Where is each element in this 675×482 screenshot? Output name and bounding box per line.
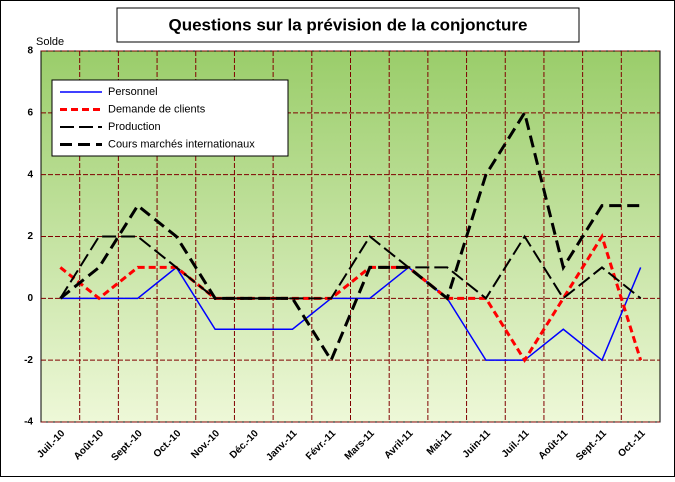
chart-title: Questions sur la prévision de la conjonc…	[169, 15, 528, 34]
series-line	[60, 266, 642, 362]
y-tick-label: -4	[24, 417, 33, 428]
title-box	[116, 7, 580, 43]
y-tick-label: 4	[27, 169, 33, 180]
legend-label: Production	[108, 121, 161, 133]
series-line	[59, 232, 643, 363]
series-line	[59, 234, 642, 300]
y-tick-label: 0	[27, 293, 33, 304]
legend-label: Personnel	[108, 86, 158, 98]
series-line	[59, 109, 641, 364]
y-tick-label: 6	[27, 107, 33, 118]
y-axis-label: Solde	[36, 36, 64, 48]
legend-label: Demande de clients	[108, 103, 206, 115]
y-tick-label: -2	[24, 355, 33, 366]
y-tick-label: 2	[27, 231, 33, 242]
y-tick-label: 8	[27, 46, 33, 57]
legend-label: Cours marchés internationaux	[108, 138, 255, 150]
